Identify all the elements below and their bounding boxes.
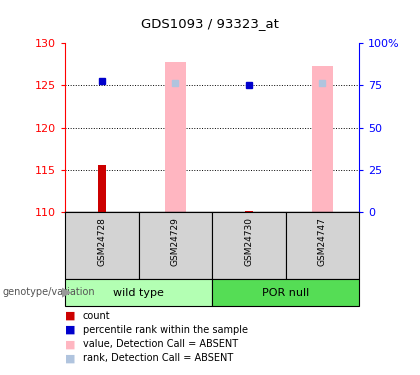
Bar <box>98 165 105 212</box>
Bar <box>286 212 359 279</box>
Text: value, Detection Call = ABSENT: value, Detection Call = ABSENT <box>83 339 238 349</box>
Text: ■: ■ <box>65 311 76 321</box>
Text: ■: ■ <box>65 339 76 349</box>
Text: ■: ■ <box>65 325 76 335</box>
Text: GSM24730: GSM24730 <box>244 217 253 266</box>
Text: ■: ■ <box>65 354 76 363</box>
Bar <box>139 212 212 279</box>
Bar <box>165 62 186 212</box>
Text: ▶: ▶ <box>62 285 72 298</box>
Text: wild type: wild type <box>113 288 164 297</box>
Bar <box>65 212 139 279</box>
Bar <box>212 279 359 306</box>
Text: genotype/variation: genotype/variation <box>2 287 95 297</box>
Text: rank, Detection Call = ABSENT: rank, Detection Call = ABSENT <box>83 354 233 363</box>
Text: GSM24729: GSM24729 <box>171 217 180 266</box>
Text: POR null: POR null <box>262 288 309 297</box>
Bar <box>312 66 333 212</box>
Bar <box>245 211 252 212</box>
Bar <box>65 279 212 306</box>
Text: GSM24747: GSM24747 <box>318 217 327 266</box>
Text: GSM24728: GSM24728 <box>97 217 106 266</box>
Text: GDS1093 / 93323_at: GDS1093 / 93323_at <box>141 17 279 30</box>
Text: percentile rank within the sample: percentile rank within the sample <box>83 325 248 335</box>
Bar <box>212 212 286 279</box>
Text: count: count <box>83 311 110 321</box>
